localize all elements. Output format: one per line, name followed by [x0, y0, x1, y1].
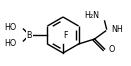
Text: H₂N: H₂N — [85, 11, 100, 21]
Text: HO: HO — [4, 38, 16, 48]
Text: F: F — [63, 31, 67, 40]
Text: B: B — [27, 30, 32, 39]
Text: HO: HO — [4, 23, 16, 31]
Text: O: O — [109, 44, 115, 54]
Text: NH: NH — [112, 24, 123, 34]
